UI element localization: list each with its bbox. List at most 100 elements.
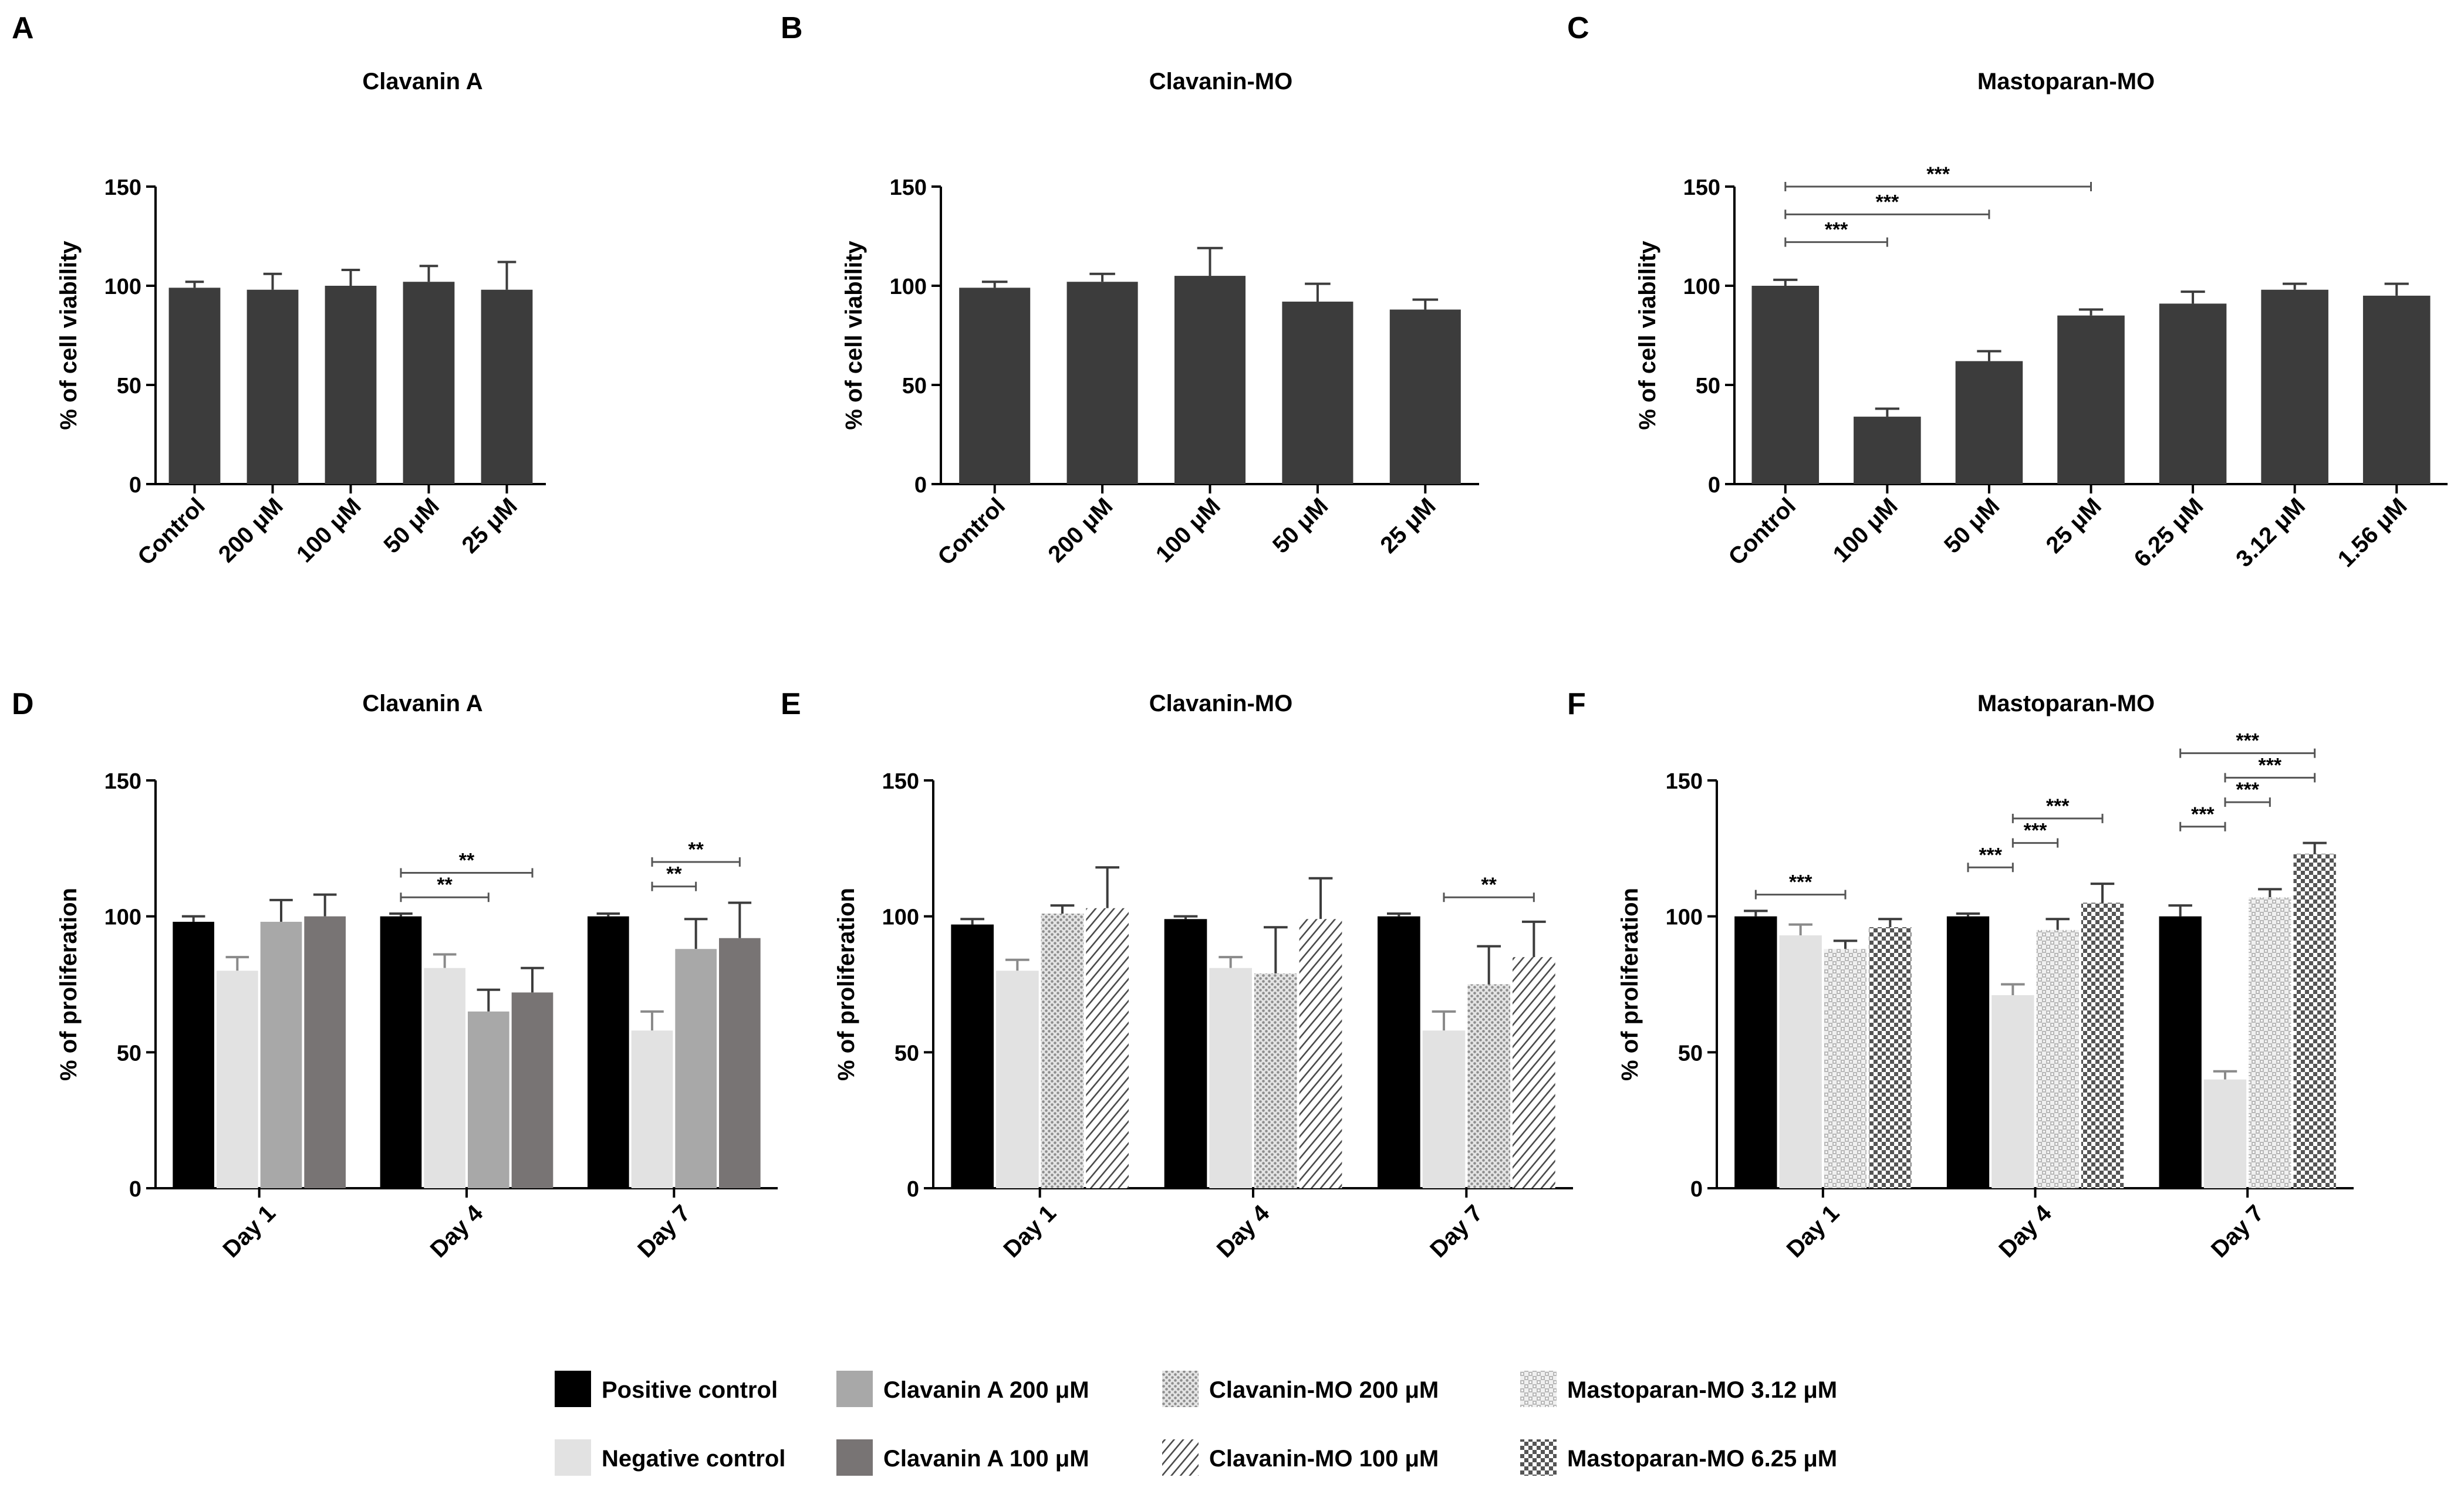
- panel-f: F Mastoparan-MO 0 50 100 150 % of proliferatio…: [1567, 687, 2354, 1263]
- legend-swatch-clava100: [836, 1439, 873, 1476]
- y-axis-label: % of proliferation: [833, 888, 859, 1081]
- bar-negative: [217, 971, 258, 1188]
- x-tick-label: 50 μM: [1939, 493, 2004, 558]
- significance-label: ***: [1876, 191, 1899, 213]
- legend-swatch-mmo625: [1520, 1439, 1557, 1476]
- bar-mmo625: [2081, 902, 2124, 1188]
- legend-label: Mastoparan-MO 6.25 μM: [1567, 1446, 1837, 1472]
- panel-letter: B: [781, 11, 803, 45]
- legend-label: Clavanin A 100 μM: [883, 1446, 1089, 1472]
- bar: [247, 289, 299, 484]
- bar-cmo100: [1086, 908, 1129, 1188]
- bar-cmo100: [1299, 919, 1342, 1188]
- y-tick-label: 100: [1683, 275, 1720, 299]
- legend-label: Positive control: [602, 1377, 778, 1403]
- bar-clava100: [719, 938, 761, 1188]
- x-tick-label: Control: [133, 493, 210, 570]
- bar: [1066, 282, 1138, 484]
- y-tick-label: 100: [104, 275, 141, 299]
- panel-letter: D: [12, 687, 34, 721]
- significance-label: ***: [1979, 844, 2002, 866]
- bar-negative: [1209, 968, 1252, 1188]
- bar-mmo312: [2036, 929, 2079, 1188]
- y-tick-label: 0: [1708, 473, 1720, 498]
- panel-a: A Clavanin A 0 50 100 150 % of cell viability C…: [12, 11, 546, 570]
- x-tick-label: 1.56 μM: [2333, 493, 2412, 572]
- x-tick-label: 25 μM: [1375, 493, 1440, 558]
- bar-positive: [173, 921, 214, 1188]
- bar: [1282, 302, 1353, 484]
- y-tick-label: 0: [129, 1177, 141, 1202]
- bar: [2057, 315, 2125, 484]
- x-tick-label: Day 1: [1782, 1200, 1845, 1263]
- y-tick-label: 150: [104, 769, 141, 794]
- y-tick-label: 150: [890, 175, 927, 200]
- significance-label: ***: [2258, 754, 2281, 776]
- x-tick-label: Control: [933, 493, 1010, 570]
- y-tick-label: 0: [907, 1177, 919, 1202]
- y-tick-label: 150: [104, 175, 141, 200]
- x-tick-label: Day 4: [1212, 1200, 1275, 1263]
- bar: [2362, 295, 2431, 484]
- panel-d: D Clavanin A 0 50 100 150 % of proliferation Da…: [12, 687, 778, 1263]
- significance-label: ***: [2236, 730, 2259, 752]
- x-tick-label: Control: [1723, 493, 1801, 570]
- bar: [1751, 286, 1820, 484]
- legend-swatch-positive: [555, 1371, 591, 1407]
- x-tick-label: Day 7: [2206, 1200, 2269, 1263]
- x-tick-label: Day 7: [633, 1200, 696, 1263]
- bar-clava200: [260, 921, 302, 1188]
- chart-title: Mastoparan-MO: [1977, 691, 2155, 716]
- bar-negative: [1422, 1030, 1466, 1188]
- y-tick-label: 50: [117, 1041, 141, 1066]
- chart-title: Clavanin-MO: [1149, 69, 1292, 94]
- significance-label: ***: [1789, 871, 1812, 894]
- y-tick-label: 0: [914, 473, 927, 498]
- bar-clava200: [675, 949, 717, 1188]
- panel-letter: E: [781, 687, 801, 721]
- x-tick-label: Day 7: [1425, 1200, 1488, 1263]
- significance-label: ***: [1825, 219, 1848, 241]
- bar-clava100: [511, 992, 553, 1188]
- x-tick-label: 50 μM: [1268, 493, 1333, 558]
- bar: [325, 286, 377, 484]
- bar-cmo200: [1254, 973, 1297, 1188]
- significance-label: **: [688, 839, 704, 861]
- legend-swatch-clava200: [836, 1371, 873, 1407]
- legend-swatch-mmo312: [1520, 1371, 1557, 1407]
- x-tick-label: 6.25 μM: [2129, 493, 2209, 572]
- legend-label: Clavanin-MO 100 μM: [1209, 1446, 1439, 1472]
- panel-c: C Mastoparan-MO 0 50 100 150 % of cell viabili…: [1567, 11, 2448, 572]
- x-tick-label: 3.12 μM: [2231, 493, 2310, 572]
- y-tick-label: 100: [890, 275, 927, 299]
- significance-label: **: [459, 850, 475, 872]
- bar-mmo312: [1824, 949, 1867, 1188]
- legend-label: Clavanin-MO 200 μM: [1209, 1377, 1439, 1403]
- bar-cmo200: [1467, 984, 1510, 1188]
- significance-label: ***: [2191, 803, 2215, 826]
- bar-negative: [1992, 995, 2034, 1188]
- significance-label: **: [437, 874, 453, 896]
- x-tick-label: 200 μM: [214, 493, 288, 567]
- bar-clava200: [468, 1011, 509, 1188]
- y-tick-label: 150: [1683, 175, 1720, 200]
- legend-swatch-negative: [555, 1439, 591, 1476]
- panel-letter: F: [1567, 687, 1586, 721]
- bar-negative: [996, 971, 1039, 1188]
- x-tick-label: Day 4: [426, 1200, 488, 1263]
- y-tick-label: 0: [129, 473, 141, 498]
- bar-mmo625: [1869, 927, 1912, 1188]
- bar: [2159, 303, 2227, 484]
- bar: [403, 282, 455, 484]
- x-tick-label: 200 μM: [1043, 493, 1118, 567]
- legend-swatch-cmo200: [1162, 1371, 1199, 1407]
- bar-positive: [1164, 919, 1207, 1188]
- bar-cmo100: [1513, 957, 1555, 1188]
- bar: [1389, 309, 1461, 484]
- chart-title: Mastoparan-MO: [1977, 69, 2155, 94]
- x-tick-label: 100 μM: [292, 493, 366, 567]
- y-axis-label: % of proliferation: [1617, 888, 1643, 1081]
- chart-title: Clavanin A: [362, 691, 482, 716]
- y-axis-label: % of cell viability: [1635, 241, 1660, 430]
